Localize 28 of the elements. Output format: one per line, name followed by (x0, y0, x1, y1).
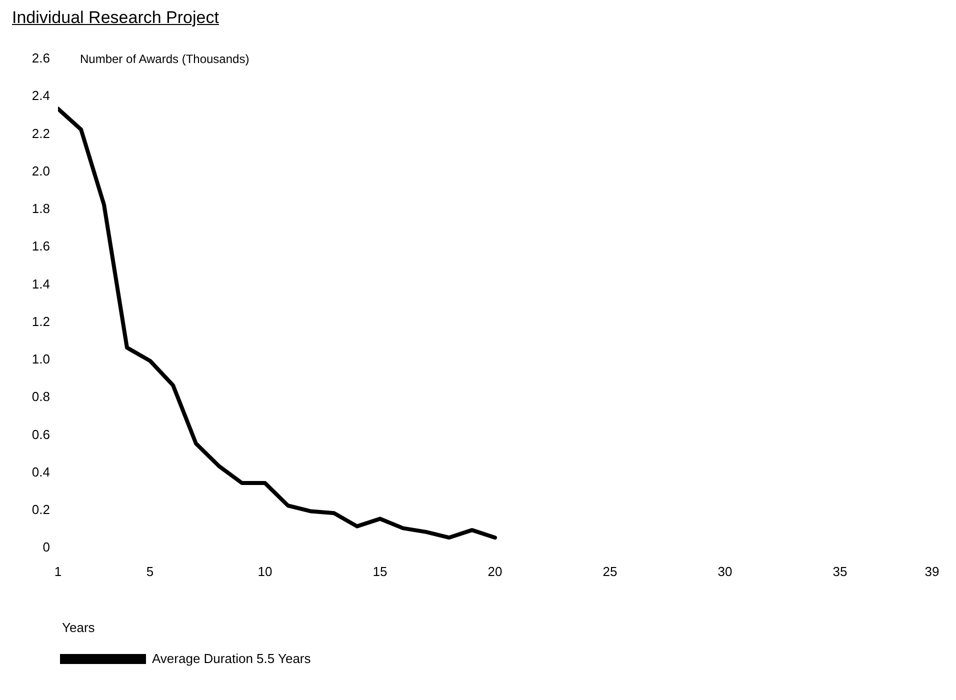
y-tick-label: 0.8 (32, 389, 50, 404)
y-tick-label: 1.6 (32, 238, 50, 254)
x-tick-label: 30 (718, 564, 732, 580)
x-tick-label: 25 (602, 564, 618, 580)
x-tick-label: 15 (372, 564, 388, 580)
y-tick-label: 2.2 (32, 126, 50, 141)
x-tick-label: 20 (488, 564, 502, 580)
y-tick-label: 1.8 (32, 201, 50, 216)
text: Average Duration 5.5 Years (152, 651, 311, 666)
y-tick-label: 2.4 (32, 88, 50, 104)
x-tick-label: 39 (924, 564, 940, 580)
line-series (58, 106, 497, 540)
x-tick-label: 35 (832, 564, 848, 580)
y-tick-label: 0.4 (32, 464, 50, 480)
y-tick-label: 1.0 (32, 352, 50, 367)
y-tick-label: 2.6 (32, 50, 50, 66)
y-tick-label: 0.2 (32, 502, 50, 517)
y-tick-label: 0.6 (32, 426, 50, 442)
x-tick-label: 10 (258, 564, 272, 580)
y-tick-label: 0 (42, 540, 50, 555)
y-tick-label: 1.4 (32, 276, 50, 292)
y-tick-label: 1.2 (32, 314, 50, 329)
y-axis-title: Number of Awards (Thousands) (80, 52, 250, 66)
y-tick-label: 2.0 (32, 163, 50, 178)
x-tick-label: 5 (146, 564, 154, 580)
chart-title: Individual Research Project (11, 8, 220, 29)
x-axis-title: Years (62, 620, 95, 635)
x-tick-label: 1 (54, 564, 62, 580)
